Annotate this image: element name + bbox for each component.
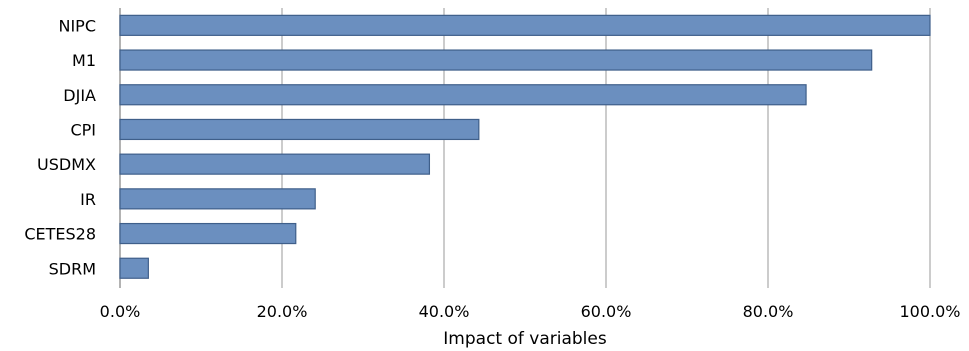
x-axis-title: Impact of variables bbox=[443, 329, 607, 349]
category-label: NIPC bbox=[58, 16, 96, 35]
x-tick-label: 80.0% bbox=[743, 302, 794, 321]
x-tick-label: 40.0% bbox=[419, 302, 470, 321]
x-tick-labels: 0.0% 20.0% 40.0% 60.0% 80.0% 100.0% bbox=[100, 302, 961, 321]
category-label: CPI bbox=[70, 120, 96, 139]
category-label: DJIA bbox=[63, 86, 96, 105]
bar-ir bbox=[119, 188, 316, 210]
x-tick-label: 0.0% bbox=[100, 302, 141, 321]
bar-usdmx bbox=[119, 153, 431, 175]
bar-cpi bbox=[119, 118, 480, 141]
bar-sdrm bbox=[119, 257, 149, 279]
category-label: IR bbox=[80, 190, 96, 209]
x-tick-label: 60.0% bbox=[581, 302, 632, 321]
x-tick-label: 100.0% bbox=[899, 302, 960, 321]
x-tick-label: 20.0% bbox=[257, 302, 308, 321]
bar-cetes28 bbox=[119, 222, 297, 245]
category-labels: NIPC M1 DJIA CPI USDMX IR CETES28 SDRM bbox=[24, 16, 96, 278]
category-label: SDRM bbox=[49, 259, 96, 278]
category-label: CETES28 bbox=[24, 225, 96, 244]
bar-nipc bbox=[119, 14, 931, 36]
bar-djia bbox=[119, 84, 807, 106]
category-label: M1 bbox=[72, 51, 96, 70]
category-label: USDMX bbox=[37, 155, 96, 174]
bars bbox=[119, 14, 931, 279]
bar-m1 bbox=[119, 49, 873, 71]
